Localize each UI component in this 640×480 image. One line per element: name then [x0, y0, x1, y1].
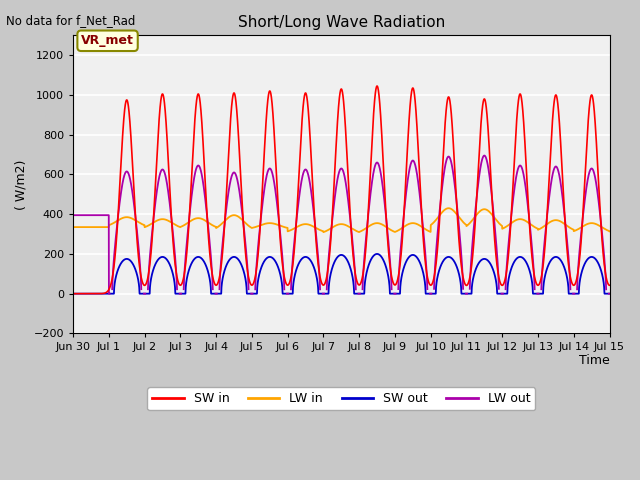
- SW out: [564, 288, 572, 294]
- SW in: [69, 291, 77, 297]
- LW in: [565, 224, 573, 230]
- LW in: [319, 229, 327, 235]
- SW out: [246, 291, 253, 297]
- SW out: [462, 291, 470, 297]
- LW out: [605, 291, 613, 297]
- SW in: [605, 282, 613, 288]
- Line: LW in: LW in: [73, 208, 609, 232]
- SW in: [415, 154, 422, 160]
- Line: SW out: SW out: [73, 254, 609, 294]
- LW in: [348, 226, 356, 231]
- LW in: [246, 224, 253, 229]
- Legend: SW in, LW in, SW out, LW out: SW in, LW in, SW out, LW out: [147, 387, 535, 410]
- Text: No data for f_Net_Rad: No data for f_Net_Rad: [6, 14, 136, 27]
- SW in: [348, 237, 356, 242]
- LW out: [564, 255, 572, 261]
- LW out: [415, 183, 422, 189]
- Y-axis label: ( W/m2): ( W/m2): [15, 159, 28, 210]
- SW out: [70, 291, 78, 297]
- SW in: [373, 83, 381, 89]
- SW out: [348, 270, 356, 276]
- LW in: [70, 224, 78, 230]
- SW in: [70, 291, 78, 297]
- LW out: [348, 232, 356, 238]
- Line: SW in: SW in: [73, 86, 609, 294]
- LW in: [69, 224, 77, 230]
- Line: LW out: LW out: [73, 156, 609, 294]
- SW out: [373, 251, 381, 257]
- SW in: [564, 263, 572, 268]
- LW in: [605, 228, 613, 234]
- SW out: [415, 257, 422, 263]
- X-axis label: Time: Time: [579, 354, 609, 367]
- SW out: [69, 291, 77, 297]
- LW out: [70, 212, 78, 218]
- SW out: [605, 291, 613, 297]
- LW out: [69, 212, 77, 218]
- LW in: [462, 222, 470, 228]
- SW in: [246, 278, 253, 284]
- LW in: [445, 205, 452, 211]
- SW in: [462, 282, 470, 288]
- LW in: [415, 222, 422, 228]
- Text: VR_met: VR_met: [81, 34, 134, 47]
- LW out: [462, 291, 470, 297]
- Title: Short/Long Wave Radiation: Short/Long Wave Radiation: [237, 15, 445, 30]
